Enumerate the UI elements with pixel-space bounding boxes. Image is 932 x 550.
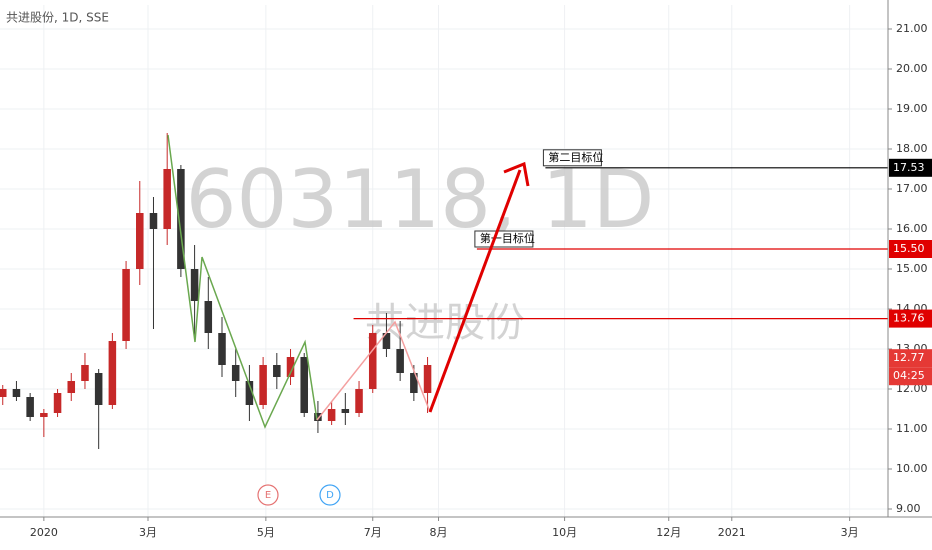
candle-body — [26, 397, 34, 417]
y-tick-label: 21.00 — [896, 22, 928, 35]
candle-body — [108, 341, 117, 405]
x-tick-label: 7月 — [364, 526, 382, 539]
price-label: 15.50 — [893, 242, 925, 255]
countdown: 04:25 — [893, 369, 925, 382]
candle-body — [67, 381, 76, 393]
candle-body — [245, 381, 254, 405]
y-tick-label: 15.00 — [896, 262, 928, 275]
price-label-bg — [889, 309, 932, 328]
x-tick-label: 2020 — [30, 526, 58, 539]
candle-body — [204, 301, 213, 333]
y-tick-label: 17.00 — [896, 182, 928, 195]
candle-body — [122, 269, 130, 341]
price-label-bg — [889, 240, 932, 258]
level-note: 第二目标位 — [542, 149, 603, 167]
y-tick-label: 10.00 — [896, 462, 928, 475]
axes: 9.0010.0011.0012.0013.0014.0015.0016.001… — [30, 22, 932, 539]
candle-body — [300, 357, 308, 413]
price-label: 12.77 — [893, 351, 925, 364]
event-marker — [257, 484, 279, 506]
y-tick-label: 9.00 — [896, 502, 921, 515]
candle-body — [423, 365, 432, 393]
price-label: 17.53 — [893, 161, 925, 174]
level-note-box — [474, 230, 534, 248]
x-tick-label: 2021 — [718, 526, 746, 539]
countdown-bg — [889, 367, 932, 386]
level-note-text: 第一目标位 — [480, 231, 535, 245]
candle-body — [355, 389, 363, 413]
candle-body — [341, 409, 350, 413]
pattern-line — [167, 134, 318, 429]
candle-body — [218, 333, 226, 365]
candle-body — [0, 389, 7, 397]
pattern-line — [316, 320, 431, 421]
candle-body — [12, 389, 21, 397]
watermark: 603118, 1D — [186, 153, 655, 246]
candle-body — [177, 169, 185, 269]
x-tick-label: 8月 — [430, 526, 448, 539]
x-tick-label: 10月 — [552, 526, 577, 539]
candle-body — [410, 373, 418, 393]
event-label: E — [265, 490, 271, 501]
y-tick-label: 20.00 — [896, 62, 928, 75]
y-tick-label: 18.00 — [896, 142, 928, 155]
candle-body — [149, 213, 158, 229]
grid — [0, 5, 888, 517]
price-label-bg — [889, 349, 932, 368]
level-note-text: 第二目标位 — [548, 150, 603, 164]
level-note-box — [542, 149, 602, 167]
candle-body — [81, 365, 89, 381]
y-tick-label: 16.00 — [896, 222, 928, 235]
candle-body — [273, 365, 281, 377]
candle-body — [136, 213, 144, 269]
price-label: 13.76 — [893, 312, 925, 325]
candle-body — [190, 269, 199, 301]
chart-title: 共进股份, 1D, SSE — [6, 11, 109, 25]
x-tick-label: 3月 — [139, 526, 157, 539]
candle-body — [259, 365, 267, 405]
candle-body — [40, 413, 48, 417]
event-marker — [319, 484, 341, 506]
y-tick-label: 19.00 — [896, 102, 928, 115]
event-label: D — [326, 490, 334, 501]
price-label-bg — [889, 158, 932, 177]
candle-body — [53, 393, 62, 413]
watermark-subtitle: 共进股份 — [365, 300, 525, 346]
y-tick-label: 12.00 — [896, 382, 928, 395]
candle-body — [327, 409, 336, 421]
candle-body — [368, 333, 377, 389]
x-tick-label: 5月 — [257, 526, 275, 539]
arrow-head — [503, 161, 530, 187]
candle-body — [396, 349, 404, 373]
candle-body — [314, 413, 322, 421]
candle-body — [286, 357, 295, 377]
x-tick-label: 3月 — [841, 526, 859, 539]
candle-body — [231, 365, 240, 381]
level-note: 第一目标位 — [474, 230, 535, 248]
x-tick-label: 12月 — [656, 526, 681, 539]
y-tick-label: 11.00 — [896, 422, 928, 435]
candle-body — [163, 169, 171, 229]
candle-body — [94, 373, 103, 405]
projection-arrow — [428, 169, 522, 413]
candle-body — [382, 333, 391, 349]
